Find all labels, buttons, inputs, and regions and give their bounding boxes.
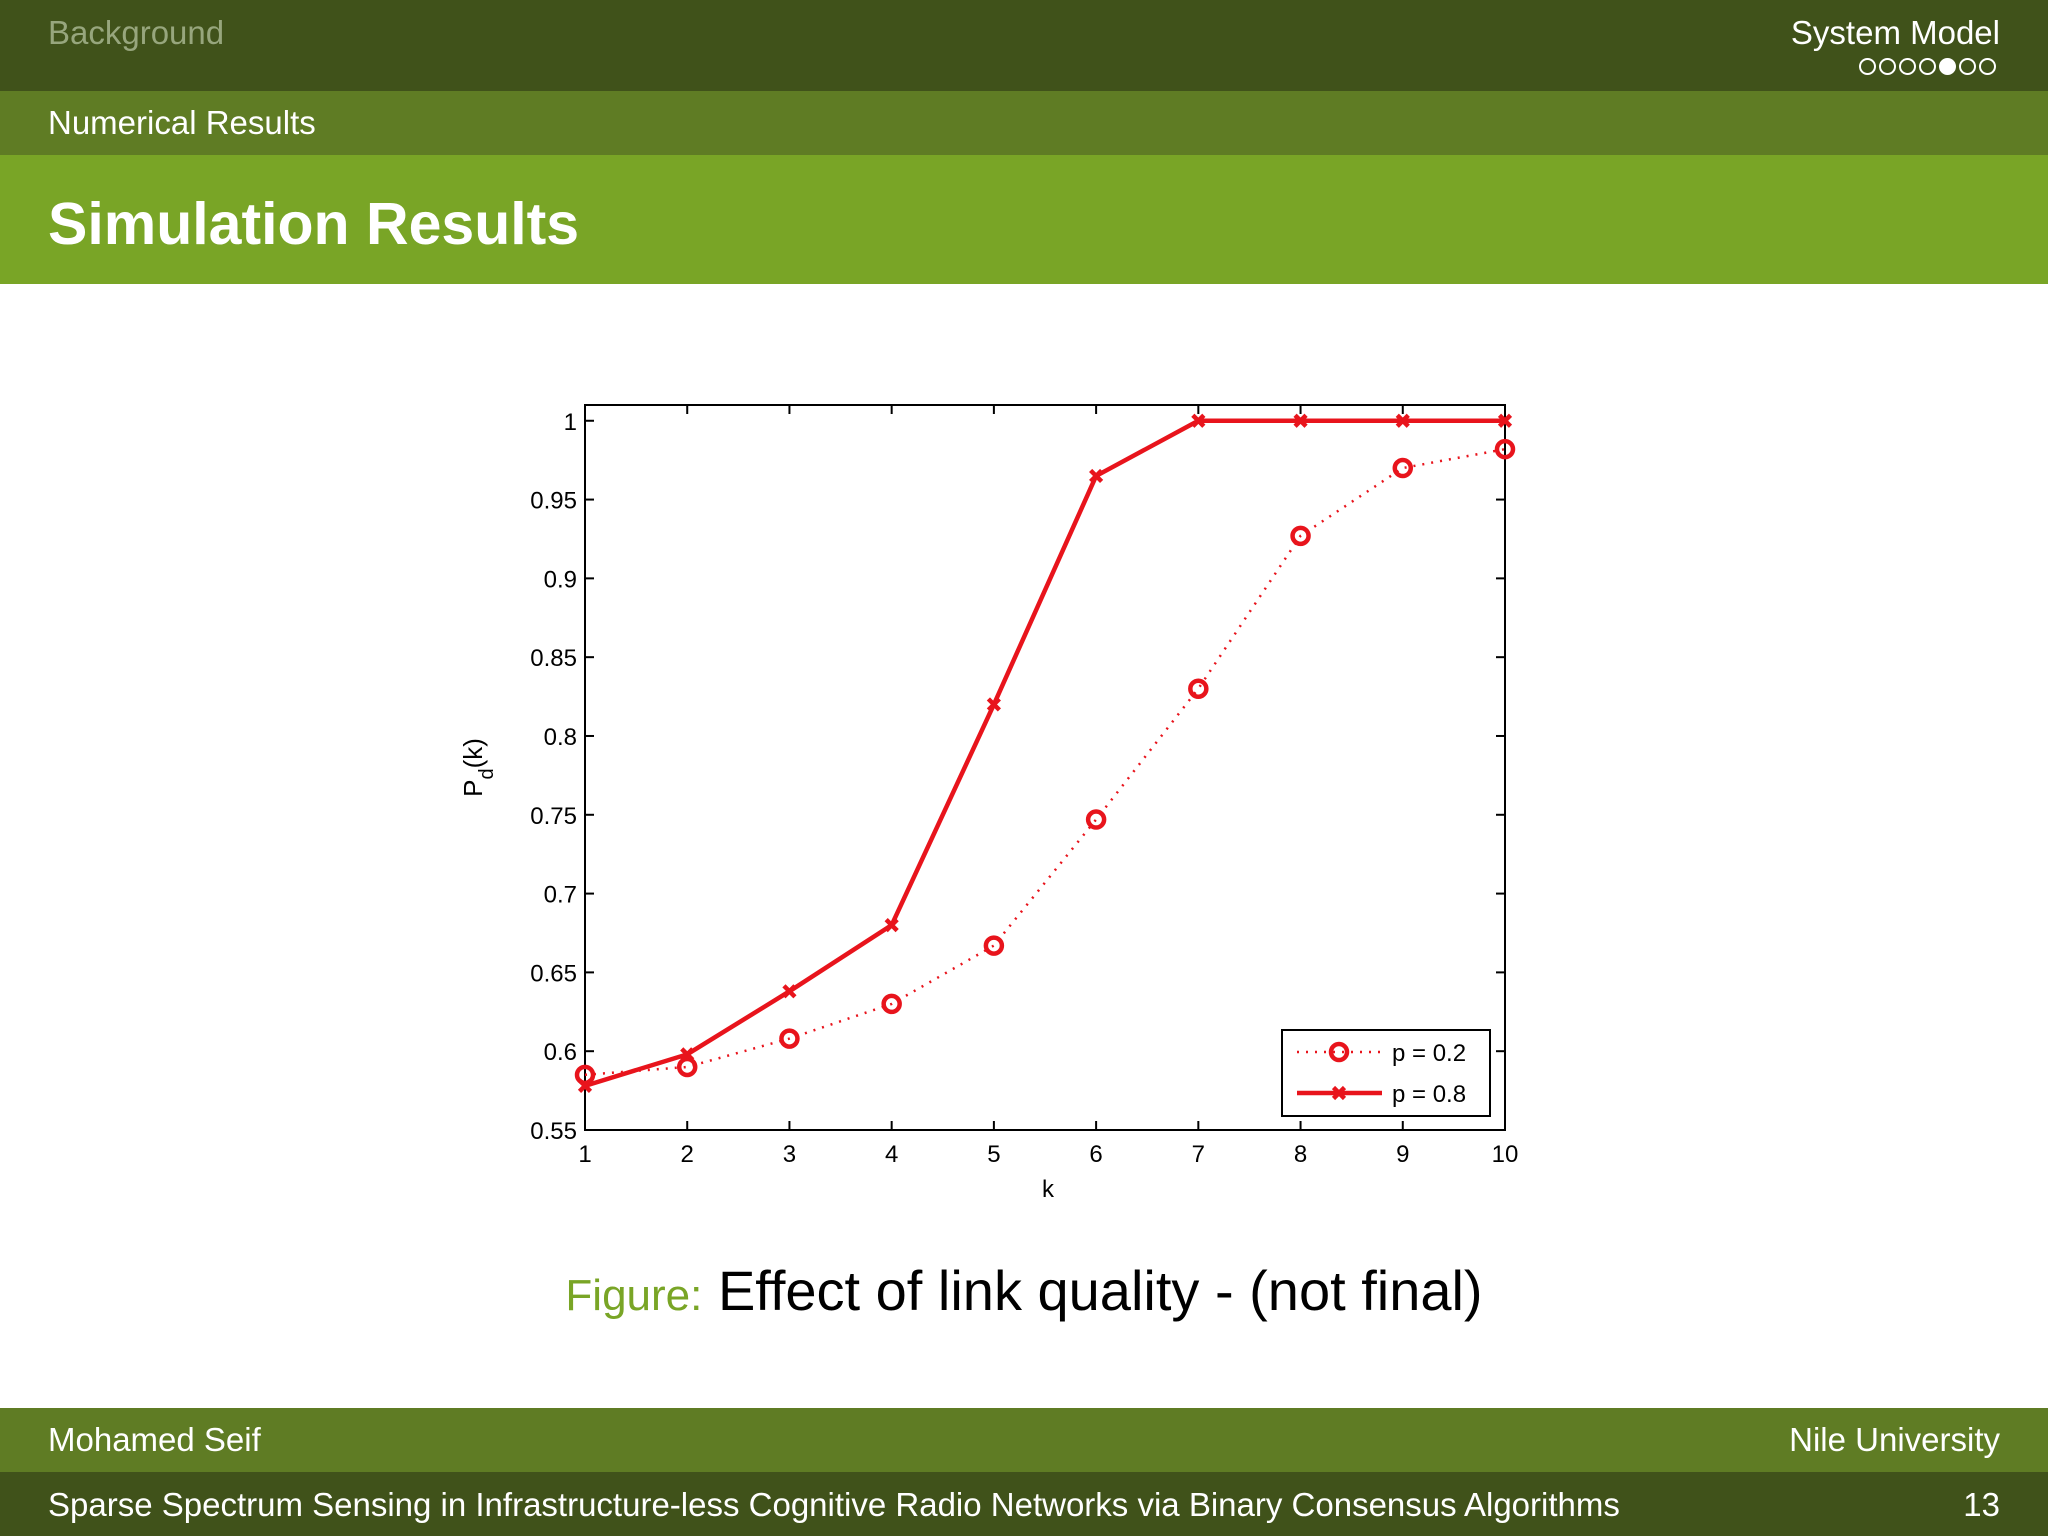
nav-section-background[interactable]: Background (48, 14, 225, 51)
y-tick-label: 1 (564, 409, 577, 436)
y-axis-label: Pd(k) (458, 738, 498, 797)
series-2-point (1497, 413, 1513, 428)
x-tick-label: 5 (987, 1141, 1000, 1168)
x-tick-label: 10 (1492, 1141, 1519, 1168)
nav-dot-2[interactable] (1879, 58, 1896, 75)
y-tick-label: 0.7 (544, 882, 577, 909)
navigation-bar (0, 0, 2048, 91)
y-tick-label: 0.9 (544, 566, 577, 593)
y-tick-label: 0.8 (544, 724, 577, 751)
legend-marker-2 (1331, 1085, 1347, 1101)
x-tick-label: 9 (1396, 1141, 1409, 1168)
series-2-point (1191, 413, 1206, 428)
series-2-point (577, 1078, 593, 1093)
series-1-point (1290, 525, 1311, 547)
series-2-point (986, 697, 1001, 712)
y-tick-label: 0.95 (530, 488, 577, 515)
nav-section-system-model[interactable]: System Model (1790, 14, 2000, 51)
x-tick-label: 4 (885, 1141, 898, 1168)
footer-institute: Nile University (1789, 1421, 2000, 1458)
series-1-point (676, 1056, 698, 1078)
y-tick-label: 0.65 (530, 960, 577, 987)
legend-marker-1 (1328, 1041, 1350, 1063)
series-2-point (884, 918, 899, 933)
series-2-point (1089, 468, 1104, 484)
footer-author: Mohamed Seif (48, 1421, 261, 1458)
x-axis-label: k (1042, 1176, 1055, 1203)
nav-dot-4[interactable] (1919, 58, 1936, 75)
series-2-point (680, 1047, 695, 1062)
plot-area (584, 404, 1506, 1131)
legend-box (1281, 1029, 1491, 1117)
series-1-point (983, 935, 1005, 956)
x-tick-label: 8 (1294, 1141, 1307, 1168)
series-1-point (1494, 438, 1516, 460)
series-1-point (779, 1028, 800, 1049)
x-tick-label: 1 (578, 1141, 591, 1168)
nav-dot-1[interactable] (1859, 58, 1876, 75)
nav-slide-dots (1859, 58, 1996, 75)
series-2-point (782, 984, 797, 999)
y-tick-label: 0.6 (544, 1039, 577, 1066)
y-tick-label: 0.55 (530, 1118, 577, 1145)
nav-dot-6[interactable] (1959, 58, 1976, 75)
x-tick-label: 6 (1089, 1141, 1102, 1168)
series-1-point (1188, 678, 1209, 699)
legend-label-1: p = 0.2 (1392, 1040, 1466, 1067)
series-2-line (584, 418, 1505, 1089)
nav-dot-7[interactable] (1979, 58, 1996, 75)
line-chart: 1 2 3 4 5 6 7 8 9 10 0.55 0.6 0.65 0.7 0.75 0.8 0.85 0.9 0… (458, 404, 1519, 1203)
frame-title-bar (0, 155, 2048, 284)
subsection-label[interactable]: Numerical Results (48, 104, 316, 141)
frame-title: Simulation Results (48, 191, 580, 257)
legend-label-2: p = 0.8 (1392, 1081, 1466, 1108)
x-tick-label: 3 (783, 1141, 796, 1168)
series-1-point (1085, 809, 1107, 830)
nav-dot-3[interactable] (1899, 58, 1916, 75)
footer-bottom-bar (0, 1472, 2048, 1536)
footer-top-bar (0, 1408, 2048, 1472)
footer-talk-title: Sparse Spectrum Sensing in Infrastructur… (48, 1486, 1620, 1523)
caption-text: Effect of link quality - (not final) (717, 1259, 1483, 1322)
x-tick-label: 7 (1192, 1141, 1205, 1168)
y-tick-label: 0.85 (530, 645, 577, 672)
figure-caption: Figure: Effect of link quality - (not fi… (0, 1258, 2048, 1323)
series-1-point (1392, 457, 1414, 479)
nav-dot-5[interactable] (1939, 58, 1956, 75)
series-2-point (1293, 413, 1308, 428)
series-1-point (881, 993, 902, 1015)
subsection-bar (0, 91, 2048, 155)
caption-label: Figure: (565, 1271, 703, 1320)
footer-page-number: 13 (1963, 1486, 2000, 1523)
y-tick-label: 0.75 (530, 803, 577, 830)
series-2-point (1395, 413, 1410, 428)
x-tick-label: 2 (681, 1141, 694, 1168)
series-1-line (584, 447, 1506, 1077)
